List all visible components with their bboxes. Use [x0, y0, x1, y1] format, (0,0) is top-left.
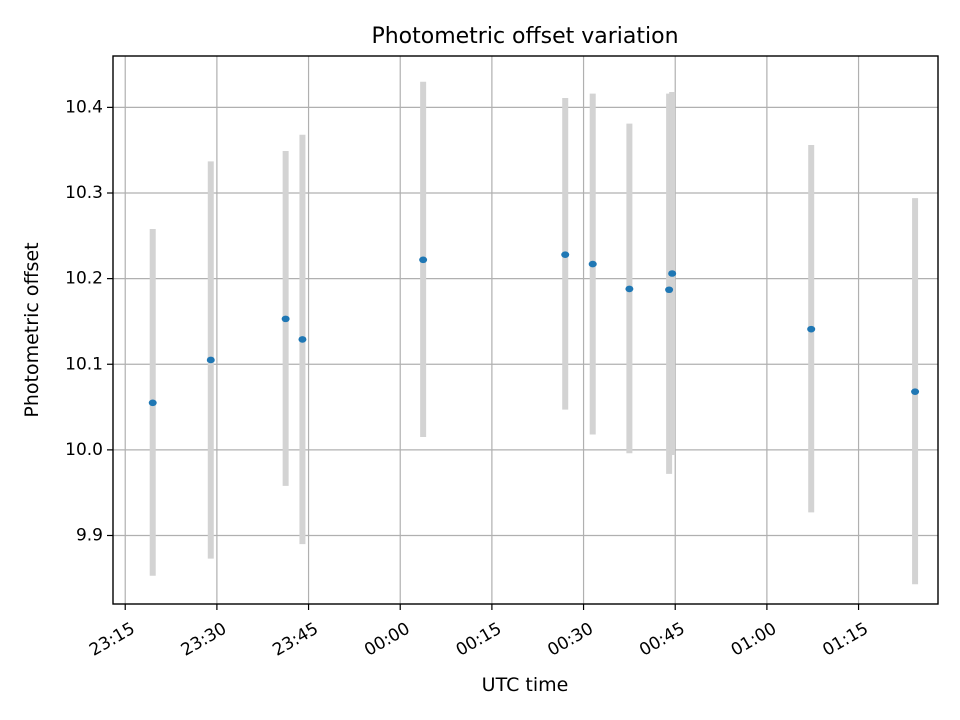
y-tick-label: 10.2	[65, 269, 103, 289]
data-point	[625, 285, 634, 293]
y-axis-label: Photometric offset	[21, 242, 43, 417]
data-point	[298, 336, 307, 343]
data-point	[419, 256, 428, 264]
data-point	[668, 270, 677, 277]
x-axis-label: UTC time	[482, 674, 569, 696]
chart-title: Photometric offset variation	[371, 24, 678, 49]
y-tick-label: 10.3	[65, 183, 103, 203]
x-tick-label: 23:30	[178, 619, 230, 661]
data-point	[206, 356, 215, 364]
x-tick-label: 00:00	[361, 619, 413, 661]
grid	[113, 56, 938, 604]
x-tick-label: 23:15	[86, 619, 138, 661]
data-point	[588, 260, 597, 268]
x-tick-label: 00:15	[453, 619, 505, 661]
data-point	[911, 388, 920, 395]
plot-frame	[112, 55, 939, 605]
y-axis-ticks: 9.9 10.0 10.1 10.2 10.3 10.4	[65, 97, 113, 546]
x-tick-label: 00:30	[544, 619, 596, 661]
x-axis-ticks: 23:15 23:30 23:45 00:00 00:15 00:30 00:45 01:00…	[86, 604, 872, 661]
y-tick-label: 10.1	[65, 354, 103, 374]
error-bars	[149, 81, 919, 585]
x-tick-label: 00:45	[636, 619, 688, 661]
y-tick-label: 10.0	[65, 440, 103, 460]
x-tick-label: 01:00	[728, 619, 780, 661]
y-tick-label: 9.9	[76, 526, 103, 546]
data-point	[561, 251, 570, 258]
data-point	[807, 325, 816, 333]
data-points	[148, 251, 920, 407]
data-point	[665, 286, 674, 294]
y-tick-label: 10.4	[65, 97, 103, 117]
x-tick-label: 23:45	[269, 619, 321, 661]
data-point	[281, 315, 290, 323]
x-tick-label: 01:15	[819, 619, 871, 661]
data-point	[148, 399, 157, 407]
